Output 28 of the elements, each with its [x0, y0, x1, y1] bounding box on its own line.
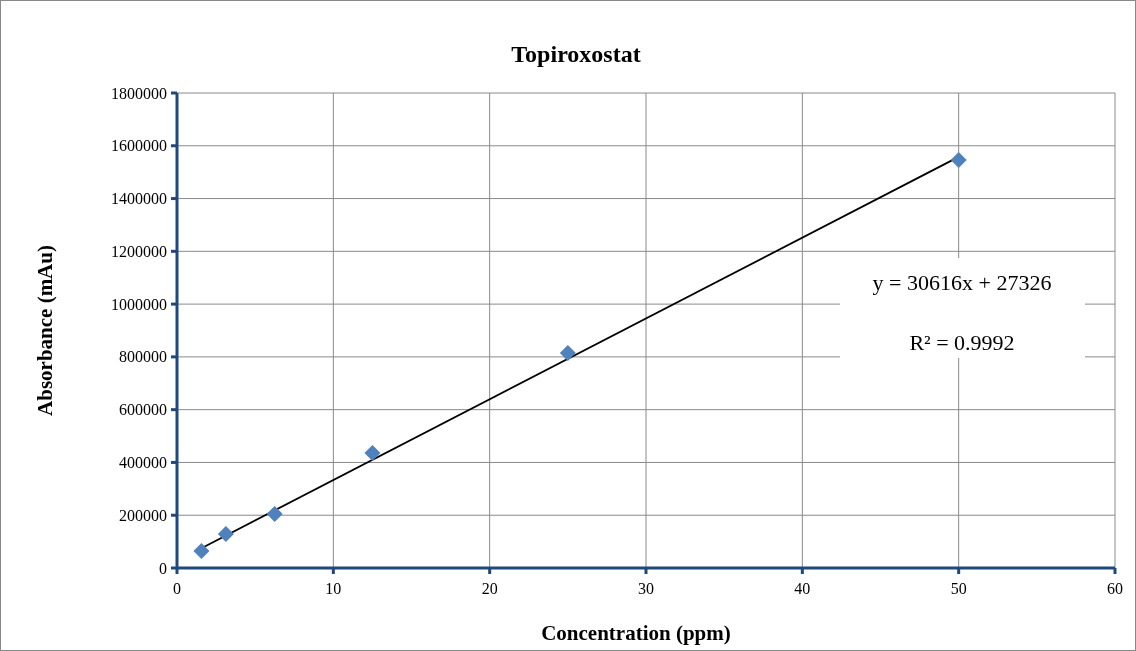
y-tick-label: 600000	[119, 401, 167, 419]
x-tick-label: 50	[950, 580, 967, 597]
x-tick-label: 40	[794, 580, 811, 597]
y-tick-label: 1400000	[111, 190, 167, 208]
x-tick-label: 0	[173, 580, 181, 597]
point	[266, 505, 283, 522]
point	[559, 344, 576, 361]
y-tick-label: 1600000	[111, 137, 167, 155]
x-tick-label: 20	[481, 580, 498, 597]
annotation: y = 30616x + 27326	[872, 270, 1052, 295]
y-axis-title: Absorbance (mAu)	[33, 245, 57, 416]
point	[950, 152, 967, 169]
annotation: R² = 0.9992	[909, 330, 1015, 355]
x-tick-label: 60	[1107, 580, 1123, 597]
x-tick-label: 10	[325, 580, 342, 597]
x-tick-label: 30	[638, 580, 654, 597]
y-tick-label: 0	[159, 559, 167, 577]
y-tick-label: 400000	[119, 454, 167, 472]
x-axis-title: Concentration (ppm)	[541, 621, 731, 645]
y-tick-label: 1200000	[111, 242, 167, 260]
y-tick-label: 800000	[119, 348, 167, 366]
chart-title: Topiroxostat	[511, 41, 641, 67]
y-tick-label: 1000000	[111, 295, 167, 313]
y-tick-label: 1800000	[111, 84, 167, 102]
y-tick-label: 200000	[119, 506, 167, 524]
point	[217, 525, 234, 542]
point	[364, 444, 381, 461]
point	[193, 543, 210, 560]
